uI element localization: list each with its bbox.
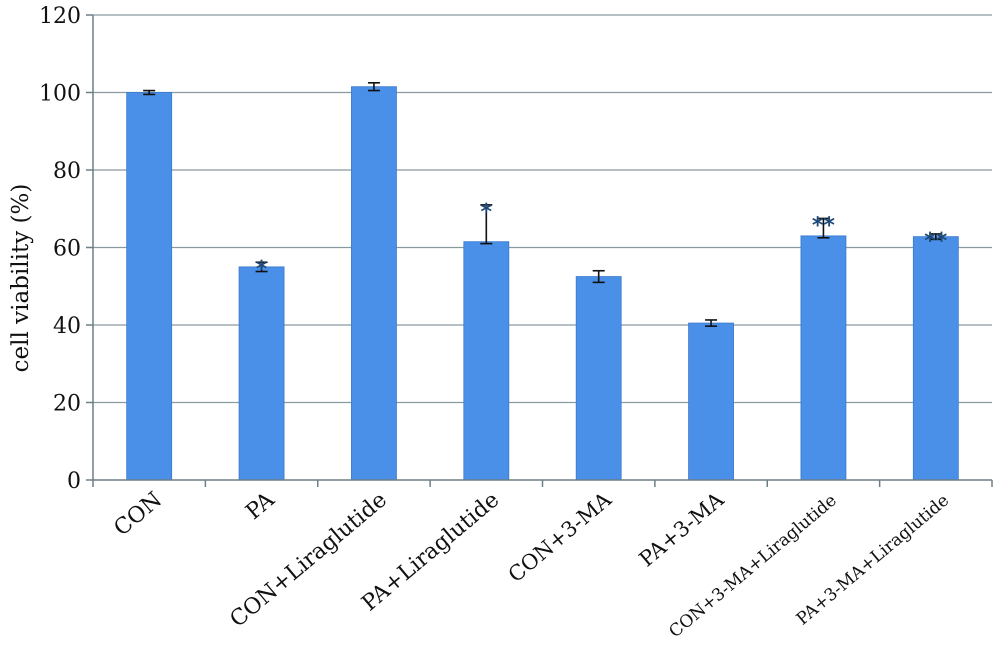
bar — [800, 235, 847, 481]
bar — [238, 266, 285, 481]
gridlines — [93, 14, 992, 404]
bar — [463, 241, 510, 481]
error-bar — [929, 233, 942, 241]
bar — [688, 322, 734, 481]
bar — [575, 276, 622, 481]
error-bar — [817, 217, 830, 239]
error-bar — [480, 204, 493, 245]
axes — [86, 14, 993, 487]
y-tick-label: 0 — [67, 469, 81, 494]
y-tick-label: 60 — [53, 237, 81, 262]
significance-marker: ** — [812, 213, 836, 238]
significance-marker: ** — [924, 229, 948, 254]
error-bar — [143, 89, 156, 96]
significance-marker: * — [481, 200, 493, 225]
x-tick-label: PA+3-MA — [635, 487, 729, 572]
y-axis-label: cell viability (%) — [8, 184, 34, 373]
error-bar — [705, 319, 718, 327]
bars: ****** — [126, 82, 959, 481]
x-tick-label: CON — [110, 487, 168, 541]
x-tick-label: PA — [241, 487, 280, 525]
error-bar — [255, 261, 268, 273]
error-bar — [367, 82, 380, 92]
y-tick-label: 80 — [53, 159, 81, 184]
bar — [912, 236, 959, 481]
y-tick-label: 20 — [53, 392, 81, 417]
y-tick-label: 40 — [53, 314, 81, 339]
error-bar — [592, 269, 605, 284]
bar — [351, 86, 397, 481]
significance-marker: * — [256, 257, 268, 282]
x-tick-label: CON+3-MA — [504, 487, 617, 587]
y-tick-label: 100 — [39, 82, 81, 107]
y-tick-label: 120 — [39, 4, 81, 29]
bar — [126, 92, 173, 481]
